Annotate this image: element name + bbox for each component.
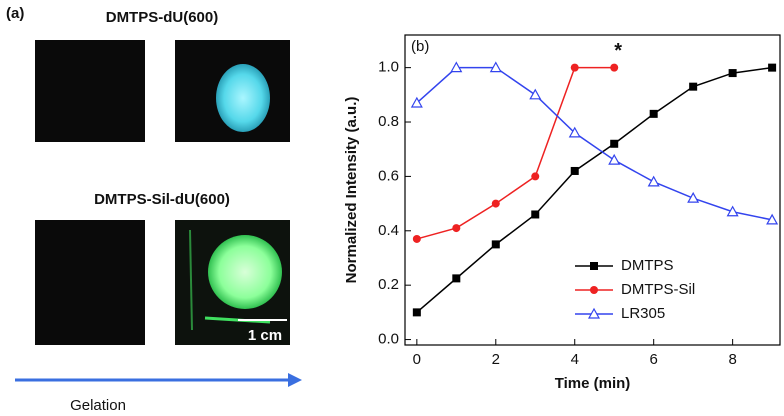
point: [610, 63, 619, 72]
point: [570, 166, 579, 175]
x-axis-label: Time (min): [555, 375, 631, 392]
legend-label: DMTPS-Sil: [621, 281, 695, 298]
chart: 0 2 4 6 8 0.0 0.2 0.4 0.6 0.8 1.0 Time (min) Normali…: [343, 34, 781, 392]
point: [766, 213, 779, 225]
y-tick-label: 0.0: [378, 331, 399, 348]
point: [489, 61, 502, 73]
point: [452, 274, 461, 283]
photo-detail: [204, 316, 271, 324]
point: [726, 205, 739, 217]
series-line: [416, 66, 773, 313]
y-tick-label: 1.0: [378, 59, 399, 76]
point: [570, 63, 579, 72]
point: [531, 172, 540, 181]
point: [608, 153, 621, 165]
point: [491, 240, 500, 249]
x-tick-label: 4: [571, 351, 579, 368]
plot-frame: [404, 34, 781, 346]
legend-label: LR305: [621, 305, 665, 322]
point: [649, 109, 658, 118]
photo: [35, 40, 145, 142]
panel-label: (a): [6, 5, 24, 22]
legend-marker: [590, 286, 598, 294]
point: [529, 88, 542, 100]
annotation: *: [614, 40, 622, 62]
photo-title: DMTPS-dU(600): [106, 9, 219, 26]
series-line: [416, 66, 615, 240]
point: [647, 175, 660, 187]
arrow-label: Gelation: [70, 397, 126, 414]
scale-label: 1 cm: [248, 327, 282, 344]
y-tick-label: 0.8: [378, 113, 399, 130]
x-tick-label: 8: [728, 351, 736, 368]
legend-label: DMTPS: [621, 257, 674, 274]
point: [689, 82, 698, 91]
y-tick-label: 0.4: [378, 222, 399, 239]
y-axis-label: Normalized Intensity (a.u.): [343, 97, 360, 284]
photo: [35, 220, 145, 345]
y-tick-label: 0.6: [378, 167, 399, 184]
point: [687, 191, 700, 203]
photo-title: DMTPS-Sil-dU(600): [94, 191, 230, 208]
point: [412, 234, 421, 243]
x-tick-label: 6: [650, 351, 658, 368]
photo-detail: [189, 229, 193, 331]
x-tick-label: 0: [413, 351, 421, 368]
y-tick-label: 0.2: [378, 276, 399, 293]
point: [610, 139, 619, 148]
point: [728, 69, 737, 78]
legend-marker: [590, 262, 598, 270]
point: [531, 210, 540, 219]
point: [768, 63, 777, 72]
series-line: [416, 66, 773, 221]
point: [568, 126, 581, 138]
x-tick-label: 2: [492, 351, 500, 368]
point: [452, 224, 461, 233]
panel-label: (b): [411, 38, 429, 55]
point: [410, 96, 423, 108]
point: [450, 61, 463, 73]
arrow-head: [288, 373, 302, 387]
legend-marker: [587, 307, 601, 319]
glow: [216, 64, 270, 132]
point: [412, 308, 421, 317]
glow: [208, 235, 282, 309]
point: [491, 199, 500, 208]
